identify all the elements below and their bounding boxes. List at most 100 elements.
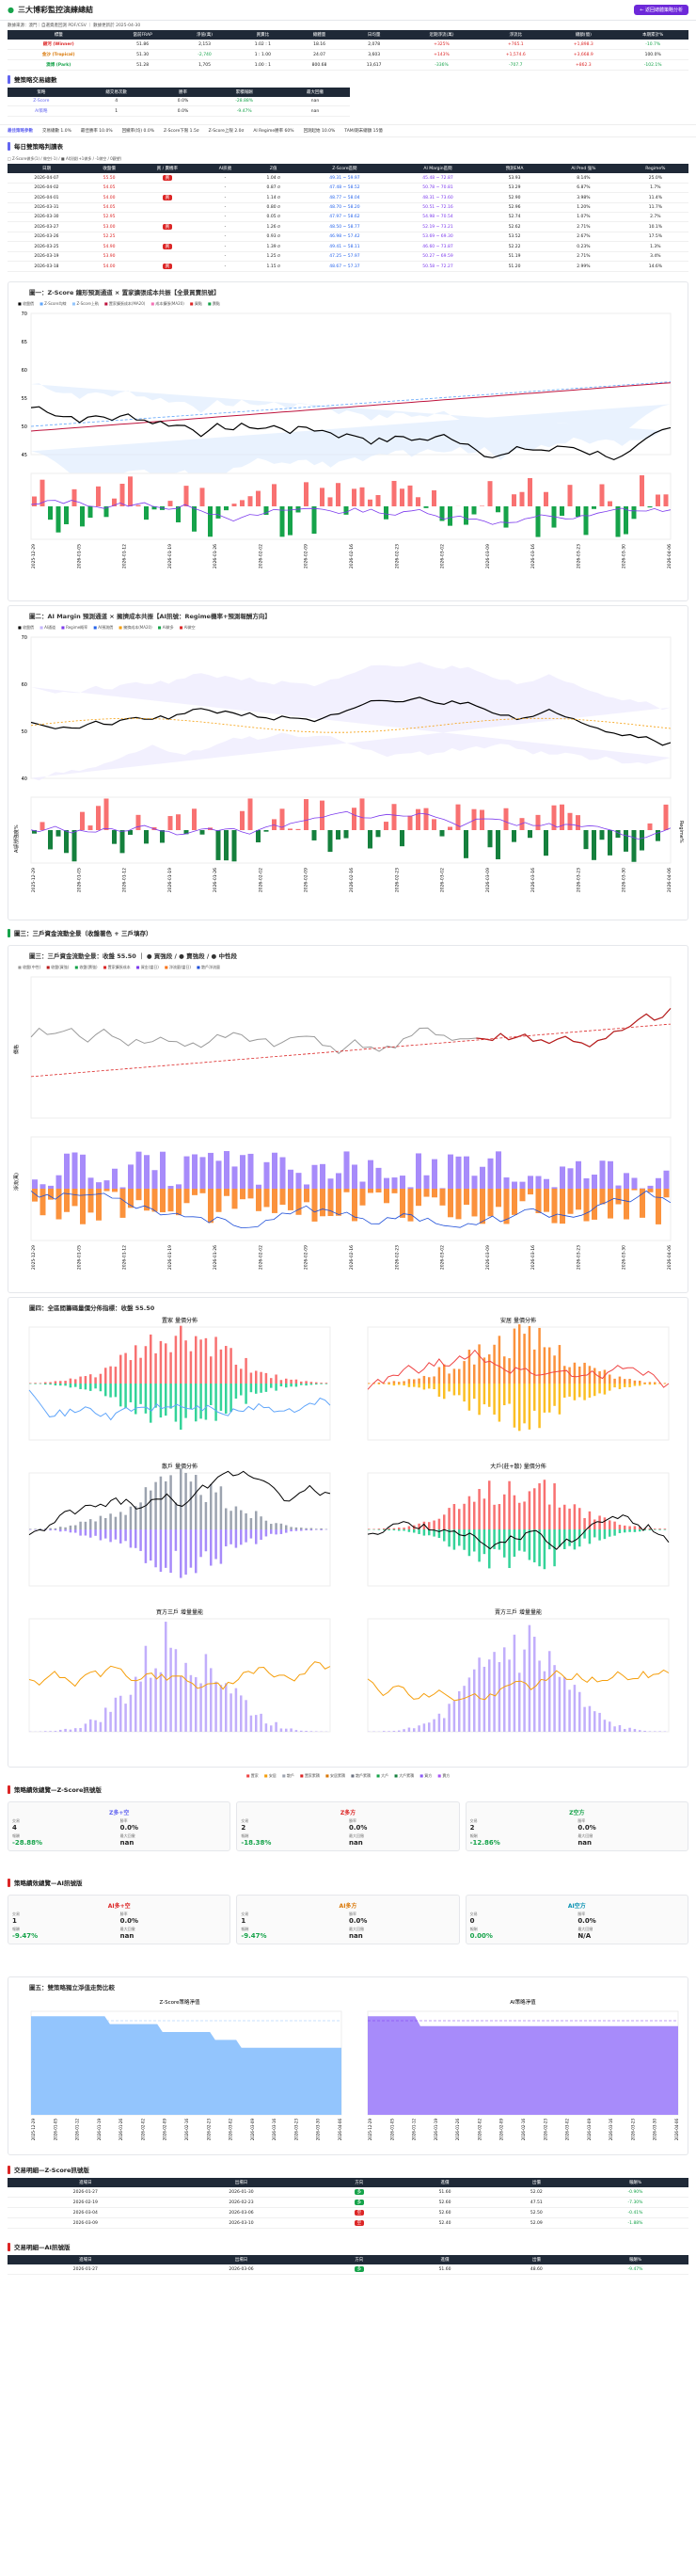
trade-log-row[interactable]: 2026-03-30 52.95 -0.05 σ 47.97 ~ 58.62 54.98… <box>8 212 688 222</box>
bar-buy <box>359 1181 366 1189</box>
bar <box>74 1728 77 1732</box>
bar <box>288 506 293 536</box>
bar <box>279 1728 283 1732</box>
tradeZ-header: 進價 <box>399 2178 491 2187</box>
trade-log-cell: 52.22 <box>484 241 546 252</box>
bar <box>320 800 324 830</box>
bar <box>255 1370 258 1384</box>
summary-cell: 51.30 <box>109 49 176 60</box>
summary-cell: 1.00 : 1 <box>233 59 293 71</box>
summary-header: 總體量 <box>292 30 347 40</box>
trade-log-cell: 50.58 ~ 72.27 <box>390 261 485 272</box>
trade-log-row[interactable]: 2026-04-07 55.50 買 -1.04 σ 49.31 ~ 59.97 45.4… <box>8 173 688 184</box>
bar <box>487 481 493 506</box>
bar <box>388 1382 390 1384</box>
bar <box>40 822 45 830</box>
trade-log-row[interactable]: 2026-03-18 54.00 買 -1.15 σ 48.67 ~ 57.37 50.5… <box>8 261 688 272</box>
tradeZ-row[interactable]: 2026-03-09 2026-03-10 空 52.40 52.09 -1.88% <box>8 2217 688 2229</box>
x-tick: 2026-04-06 <box>667 544 672 568</box>
bar <box>174 1649 178 1732</box>
trade-log-cell: - <box>201 232 249 242</box>
bar <box>583 1529 586 1539</box>
bar <box>503 808 509 830</box>
trade-log-row[interactable]: 2026-03-19 53.90 -1.25 σ 47.25 ~ 57.97 50.27… <box>8 251 688 262</box>
trade-log-row[interactable]: 2026-04-01 54.00 買 -1.14 σ 48.77 ~ 58.04 48.3… <box>8 192 688 203</box>
bar <box>533 1384 536 1411</box>
bar <box>403 1528 405 1529</box>
trade-log-cell: 1.04 σ <box>248 173 298 184</box>
trade-log-row[interactable]: 2026-03-27 53.00 買 -1.26 σ 48.50 ~ 58.77 52.1… <box>8 221 688 232</box>
trade-log-cell: 0.23% <box>545 241 623 252</box>
bar <box>279 506 285 537</box>
tradeZ-header: 出價 <box>490 2178 582 2187</box>
bar <box>544 491 548 506</box>
bar <box>583 1362 586 1384</box>
bar <box>249 1715 253 1732</box>
bar-buy <box>423 1175 430 1189</box>
bar <box>290 1527 293 1529</box>
bar <box>624 1529 626 1533</box>
bar <box>663 494 669 506</box>
bar <box>496 830 500 859</box>
bar <box>478 1344 481 1384</box>
bar <box>180 1675 182 1732</box>
bar <box>443 1364 446 1384</box>
trade-log-cell: 48.70 ~ 58.20 <box>297 202 391 213</box>
tradeZ-row[interactable]: 2026-02-19 2026-02-23 多 52.60 47.51 -7.30% <box>8 2197 688 2208</box>
summary-row[interactable]: 澳博 (Park) 51.28 1,705 1.00 : 1 800.68 13,617-… <box>8 59 688 71</box>
bar <box>124 1529 127 1542</box>
line <box>367 1669 670 1702</box>
x-tick: 2025-12-29 <box>31 544 37 568</box>
bar <box>231 504 237 506</box>
bar-buy <box>288 1169 293 1189</box>
back-button[interactable]: ← 返回總體策略分析 <box>634 5 688 15</box>
strategy-header: 勝率 <box>157 88 209 97</box>
bar <box>184 1340 187 1384</box>
bar <box>498 1662 501 1732</box>
bar <box>458 1384 461 1396</box>
bar-sell <box>407 1189 414 1222</box>
trade-log-row[interactable]: 2026-04-02 54.05 -0.87 σ 47.48 ~ 58.52 50.78… <box>8 183 688 193</box>
bar <box>114 1516 118 1529</box>
bar-sell <box>112 1189 118 1192</box>
trade-log-row[interactable]: 2026-03-26 52.25 -0.93 σ 46.98 ~ 57.42 53.69… <box>8 232 688 242</box>
bar <box>403 1729 405 1732</box>
tradeZ-row[interactable]: 2026-03-04 2026-03-06 空 52.60 52.50 -0.41% <box>8 2207 688 2218</box>
strategy-row[interactable]: AI策略 1 0.0% -9.47% nan <box>8 105 350 117</box>
bar <box>573 1685 577 1732</box>
bar-buy <box>519 1181 526 1189</box>
tradeZ-cell: 52.09 <box>490 2217 582 2229</box>
bar <box>392 1528 396 1529</box>
summary-row[interactable]: 銀河 (Winner) 51.86 2,153 1.02 : 1 18.16 2,078 +… <box>8 40 688 50</box>
bar <box>249 1518 253 1529</box>
trade-log-row[interactable]: 2026-03-25 54.90 買 -1.39 σ 49.41 ~ 58.11 46.6… <box>8 241 688 252</box>
bar <box>59 1527 62 1529</box>
bar-sell <box>96 1189 102 1221</box>
bar <box>119 483 125 506</box>
bar <box>279 1384 283 1387</box>
summary-row[interactable]: 金沙 (Tropical) 51.30 -2,740 1 : 1.00 24.07 3,6… <box>8 49 688 60</box>
x-tick: 2026-02-23 <box>206 2119 211 2141</box>
bar <box>467 1350 471 1384</box>
bar <box>432 489 436 506</box>
trade-log-cell: 48.31 ~ 73.60 <box>390 192 485 203</box>
tradeZ-row[interactable]: 2026-01-27 2026-01-30 多 51.60 52.02 -0.90% <box>8 2187 688 2198</box>
bar <box>482 1357 486 1384</box>
tradeAI-header: 出價 <box>490 2255 582 2264</box>
bar <box>144 1487 148 1529</box>
bar-sell <box>288 1189 293 1210</box>
trade-log-wrap: 日期 收盤價買 / 賣機率 AI訊號 Z值 Z-Score區間 AI Margin區間 預測… <box>0 164 696 272</box>
bar <box>618 1384 622 1389</box>
bar <box>219 1529 223 1564</box>
strategy-row[interactable]: Z-Score 4 0.0% -28.88% nan <box>8 97 350 106</box>
trade-log-cell: 6.87% <box>545 183 623 193</box>
legend-item: ■ 淨流量(當日) <box>164 965 191 969</box>
trade-log-row[interactable]: 2026-03-31 54.05 -0.80 σ 48.70 ~ 58.20 50.51… <box>8 202 688 213</box>
bar <box>104 1529 107 1539</box>
tradeAI-row[interactable]: 2026-01-27 2026-03-06 多 51.60 48.60 -9.47% <box>8 2264 688 2275</box>
trade-log-cell: - <box>201 241 249 252</box>
bar-buy <box>567 1168 574 1189</box>
bar-buy <box>320 1163 325 1189</box>
bar <box>44 1528 47 1529</box>
bar-sell <box>535 1189 542 1214</box>
